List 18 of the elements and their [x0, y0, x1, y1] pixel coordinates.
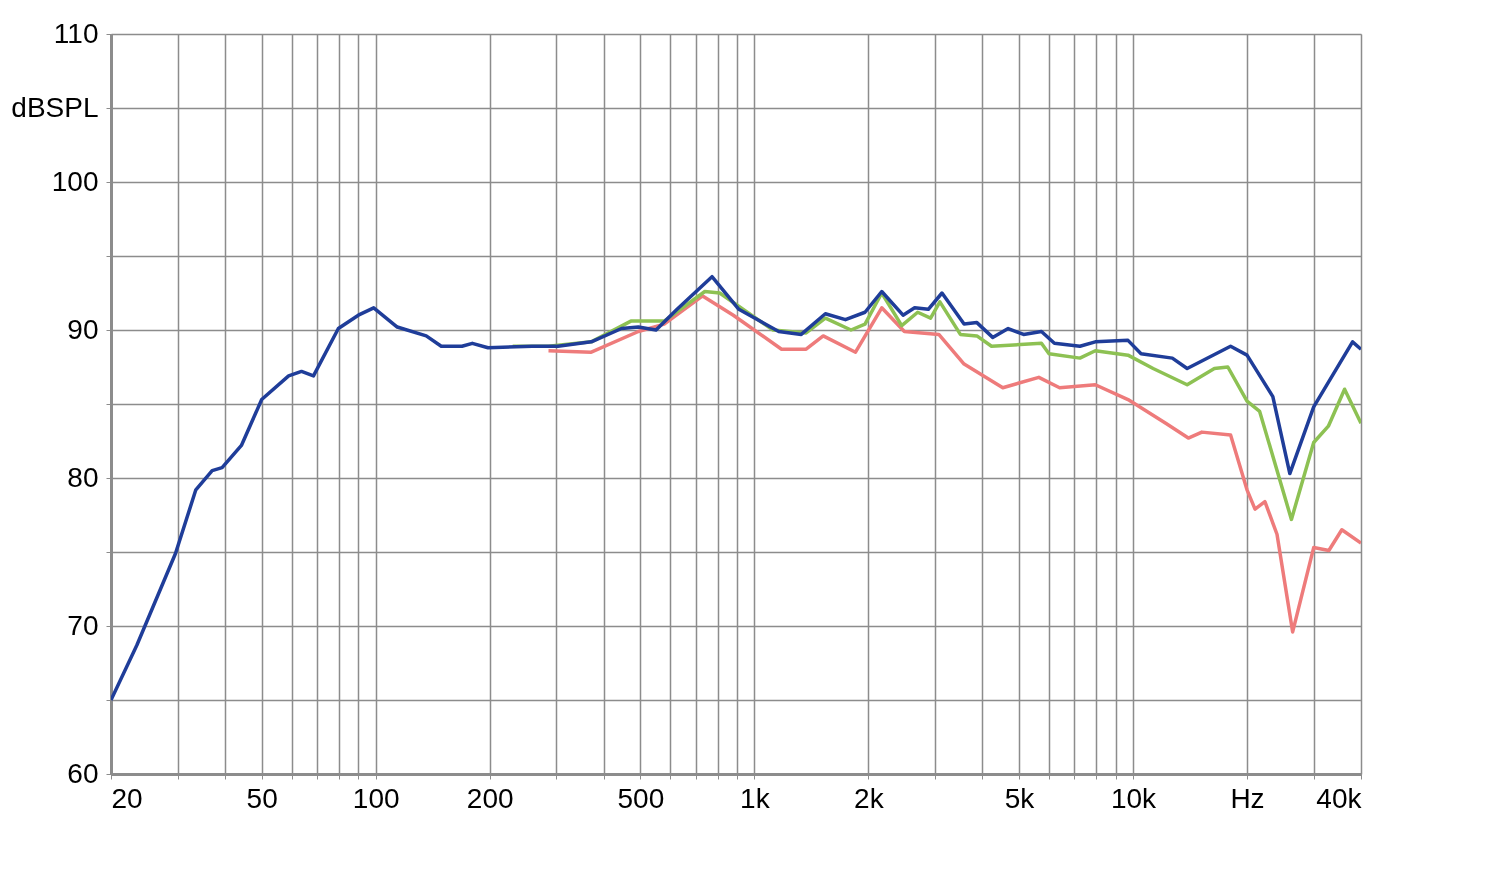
y-tick-label: 70	[67, 609, 99, 641]
x-tick-label: 2k	[854, 782, 885, 814]
y-tick-label: 90	[67, 313, 99, 345]
y-tick-label: 100	[51, 165, 99, 197]
x-tick-label: Hz	[1230, 782, 1265, 814]
x-tick-label: 500	[617, 782, 665, 814]
x-tick-label: 5k	[1004, 782, 1036, 814]
y-tick-label: 110	[53, 17, 99, 49]
x-tick-label: 100	[352, 782, 400, 814]
x-tick-label: 40k	[1316, 782, 1363, 814]
y-tick-label: 80	[67, 461, 99, 493]
x-tick-label: 20	[111, 782, 143, 814]
x-tick-label: 1k	[740, 782, 771, 814]
y-tick-label: dBSPL	[11, 91, 99, 123]
x-tick-label: 10k	[1110, 782, 1158, 814]
x-tick-label: 200	[466, 782, 514, 814]
y-tick-label: 60	[67, 757, 99, 789]
x-tick-label: 50	[246, 782, 278, 814]
